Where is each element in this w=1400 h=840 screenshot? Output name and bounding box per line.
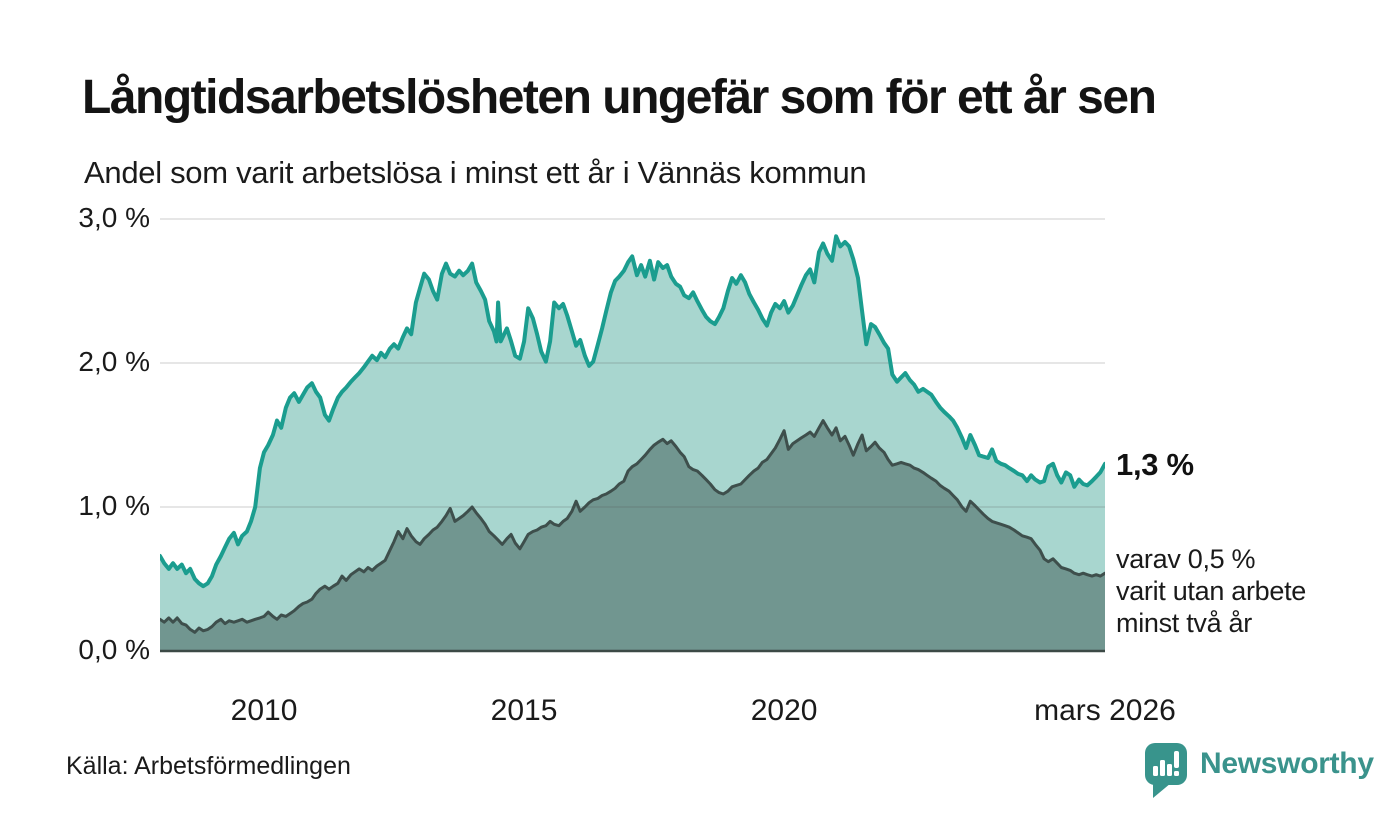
y-axis-label: 2,0 %	[78, 346, 150, 377]
series2-end-label-line: minst två år	[1116, 608, 1252, 638]
chart-subtitle: Andel som varit arbetslösa i minst ett å…	[84, 155, 867, 190]
brand-name: Newsworthy	[1200, 747, 1374, 780]
x-axis-label: 2020	[750, 694, 818, 727]
plot-svg	[160, 218, 1105, 653]
page-title: Långtidsarbetslösheten ungefär som för e…	[82, 71, 1157, 124]
series-min-2-years-area	[160, 420, 1105, 651]
newsworthy-bubble-chart-icon	[1145, 743, 1187, 798]
series2-end-label-line: varit utan arbete	[1116, 576, 1307, 606]
y-axis-label: 1,0 %	[78, 490, 150, 521]
brand-logo: Newsworthy	[1144, 742, 1374, 800]
series2-end-label: varav 0,5 % varit utan arbete minst två år	[1116, 543, 1306, 639]
series-min-2-years-line	[160, 419, 1105, 634]
series2-end-label-line: varav 0,5 %	[1116, 544, 1256, 574]
series-min-1-year-line	[160, 234, 1105, 589]
x-axis-label: 2010	[230, 694, 298, 727]
x-axis-label: mars 2026	[1034, 694, 1176, 727]
series1-end-label: 1,3 %	[1116, 447, 1194, 482]
y-axis-label: 3,0 %	[78, 202, 150, 233]
source-note: Källa: Arbetsförmedlingen	[66, 752, 351, 780]
x-axis-label: 2015	[490, 694, 558, 727]
y-axis-label: 0,0 %	[78, 634, 150, 665]
